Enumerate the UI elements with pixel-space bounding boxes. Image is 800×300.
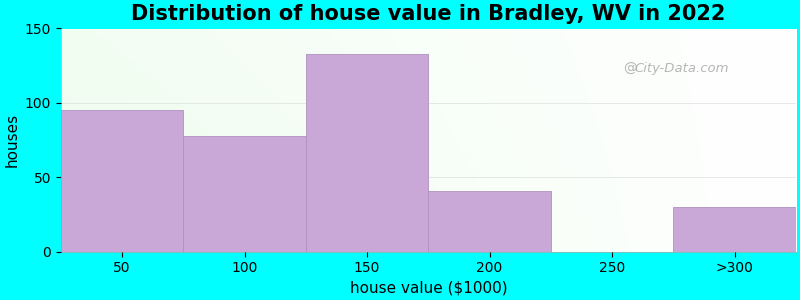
Title: Distribution of house value in Bradley, WV in 2022: Distribution of house value in Bradley, … [131, 4, 726, 24]
Bar [61, 110, 183, 252]
Text: City-Data.com: City-Data.com [634, 62, 729, 75]
Text: @: @ [623, 61, 638, 76]
Bar [306, 54, 428, 252]
X-axis label: house value ($1000): house value ($1000) [350, 281, 507, 296]
Bar [183, 136, 306, 252]
Bar [428, 190, 551, 252]
Y-axis label: houses: houses [4, 113, 19, 167]
Bar [674, 207, 796, 252]
